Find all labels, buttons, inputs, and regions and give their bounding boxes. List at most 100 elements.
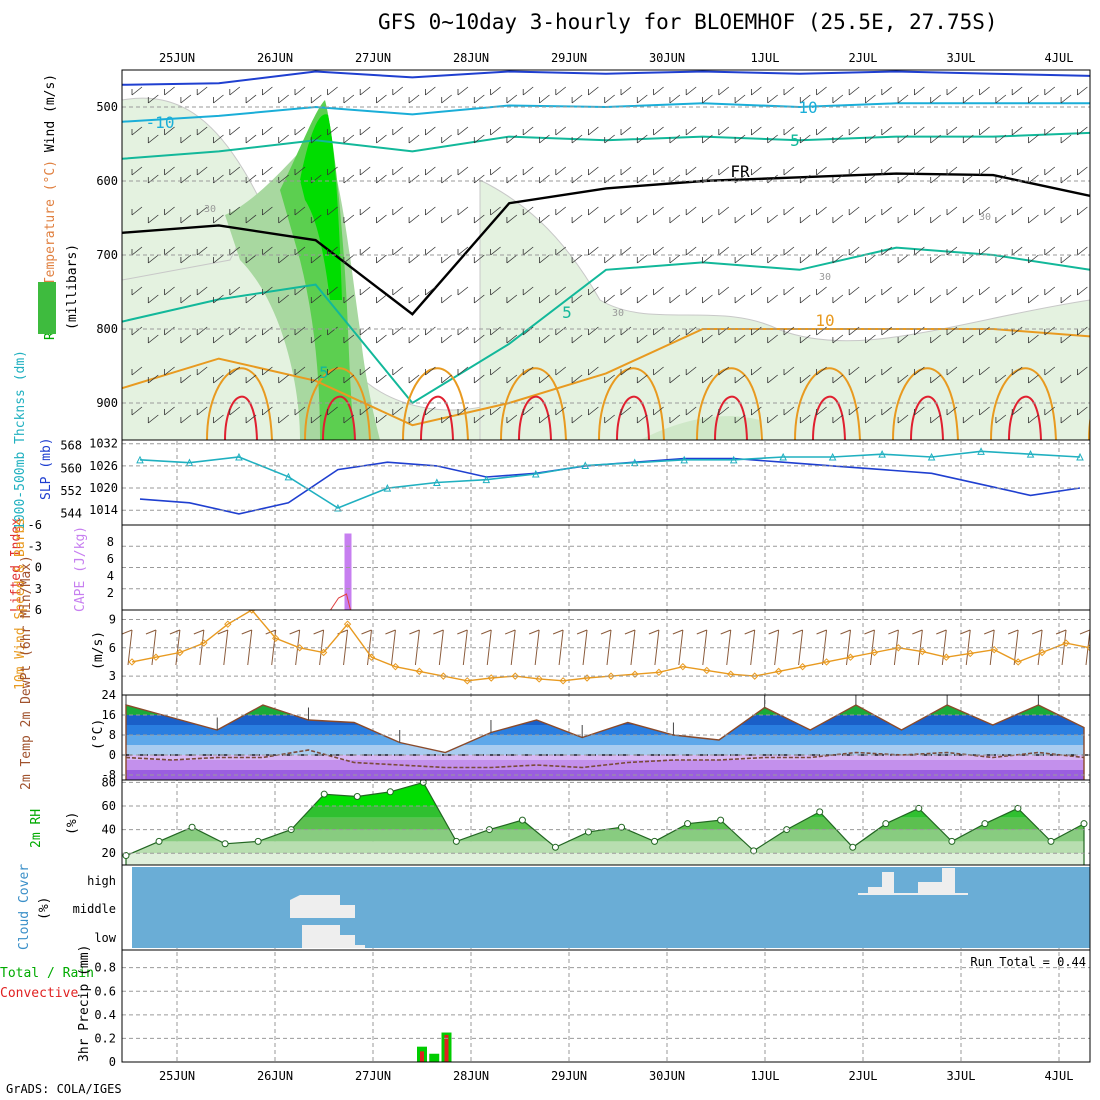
- wind-barb: [506, 334, 518, 344]
- wind-barb: [702, 254, 713, 264]
- wind-barb: [522, 246, 534, 256]
- wind-barb: [473, 334, 485, 344]
- wind-barb: [1011, 366, 1023, 376]
- wind-barb: [979, 206, 990, 216]
- wind-barb: [832, 134, 844, 144]
- wind-barb: [310, 374, 322, 384]
- isotherm-loop: [794, 367, 861, 440]
- top-date-label: 4JUL: [1045, 51, 1074, 65]
- dewpt-line: [125, 749, 1085, 769]
- bottom-date-label: 26JUN: [257, 1069, 293, 1083]
- top-date-label: 29JUN: [551, 51, 587, 65]
- wind-barb: [506, 414, 518, 424]
- wind-barb: [799, 174, 811, 184]
- wind-barb: [816, 326, 827, 336]
- wind-barb: [604, 414, 615, 424]
- wind-barb: [180, 174, 192, 184]
- contour-label: FR: [730, 162, 750, 181]
- wind-barb: [343, 134, 355, 144]
- wind-barb: [490, 286, 501, 296]
- wind-barb: [408, 294, 420, 304]
- wind-barb: [1028, 294, 1039, 304]
- wind-barb: [930, 214, 941, 224]
- wind-barb: [783, 246, 795, 256]
- wind-barb: [245, 294, 257, 304]
- rh2m-ylabel: 2m RH: [29, 809, 44, 848]
- temp-line: [125, 704, 1085, 780]
- wind-barb: [376, 374, 387, 384]
- wind-barb: [571, 254, 583, 264]
- wind10m-marker: [295, 644, 304, 652]
- wind-barb: [473, 94, 485, 104]
- contour-label: 10: [798, 98, 817, 117]
- wind-barb: [408, 414, 420, 424]
- wind-barb: [636, 374, 648, 384]
- wind10m-marker: [415, 667, 424, 676]
- wind-barb: [718, 246, 730, 256]
- wind-barb: [392, 286, 404, 296]
- contour-label: 30: [204, 204, 216, 215]
- wind-barb: [131, 166, 143, 176]
- wind-barb: [930, 294, 941, 304]
- wind-barb: [262, 246, 273, 256]
- wind-barb: [669, 174, 681, 184]
- wind-barb: [832, 214, 844, 224]
- wind-barb: [555, 126, 567, 136]
- thickness-marker: [680, 455, 689, 464]
- wind10m-marker: [128, 658, 136, 666]
- wind10m-ylabel: 10m Wind Speed & Barbs: [13, 518, 28, 690]
- rh-marker: [1047, 837, 1055, 845]
- wind10m-barb: [720, 629, 732, 666]
- contour-label: 5: [562, 303, 572, 322]
- wind-barb: [914, 326, 925, 336]
- top-date-label: 2JUL: [849, 51, 878, 65]
- wind-barb: [897, 414, 909, 424]
- wind-barb: [245, 214, 257, 224]
- wind-barb: [897, 294, 909, 304]
- precip-ylabel: 3hr Precip (mm): [77, 945, 92, 1062]
- precip-tick-label: 0.2: [94, 1031, 116, 1045]
- wind-barb: [702, 374, 713, 384]
- wind10m-marker: [200, 639, 208, 647]
- thickness-line: [139, 450, 1081, 509]
- temp-band: [126, 755, 1084, 760]
- rh-marker: [155, 837, 163, 845]
- wind-barb: [213, 214, 224, 224]
- wind-barb: [1077, 126, 1088, 136]
- wind-barb: [441, 294, 452, 304]
- wind-barb: [327, 326, 338, 336]
- wind-barb: [832, 374, 844, 384]
- wind-barb: [213, 174, 224, 184]
- wind-barb: [147, 294, 159, 304]
- wind10m-tick-label: 3: [109, 669, 116, 683]
- wind-barb: [213, 254, 224, 264]
- rh-marker: [584, 828, 592, 836]
- wind-barb: [865, 174, 876, 184]
- wind10m-barb: [1055, 629, 1067, 666]
- rh-marker: [948, 837, 956, 845]
- wind10m-marker: [463, 677, 472, 685]
- wind-barb: [392, 86, 404, 96]
- wind-barb: [734, 294, 746, 304]
- wind-barb: [376, 294, 387, 304]
- li-tick-label: 0: [35, 561, 42, 575]
- isotherm-loop: [990, 367, 1057, 440]
- wind-barb: [164, 246, 175, 256]
- wind-barb: [1028, 174, 1039, 184]
- wind-barb: [392, 326, 404, 336]
- cloud-ylabel: Cloud Cover: [17, 864, 32, 950]
- temp-tick-label: 8: [109, 728, 116, 742]
- wind-barb: [636, 134, 648, 144]
- wind10m-marker: [870, 648, 879, 657]
- wind-barb: [636, 294, 648, 304]
- wind-barb: [310, 134, 322, 144]
- top-date-label: 3JUL: [947, 51, 976, 65]
- wind-barb: [213, 134, 224, 144]
- wind-barb: [376, 254, 387, 264]
- wind-barb: [1044, 126, 1056, 136]
- precip-panel: [417, 1032, 452, 1062]
- li-tick-label: 3: [35, 582, 42, 596]
- wind-barb: [408, 134, 420, 144]
- thickness-marker: [828, 452, 837, 461]
